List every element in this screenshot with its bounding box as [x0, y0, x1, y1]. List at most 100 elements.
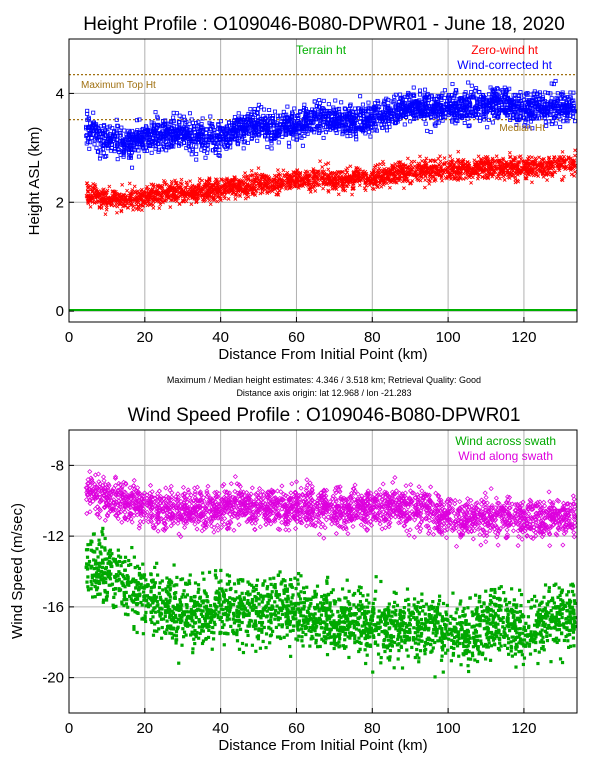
wind-corrected-point — [287, 144, 292, 149]
zero-wind-point — [362, 186, 367, 191]
zero-wind-point — [127, 181, 132, 186]
zero-wind-point — [132, 184, 137, 189]
wind-corrected-point — [171, 110, 176, 115]
zero-wind-point — [222, 196, 227, 201]
zero-wind-point — [379, 184, 384, 189]
wind-corrected-point — [366, 130, 371, 135]
wind-corrected-point — [187, 111, 192, 116]
wind-corrected-point — [442, 88, 447, 93]
zero-wind-point — [241, 174, 246, 179]
wind-corrected-point — [423, 87, 428, 92]
zero-wind-point — [527, 154, 531, 159]
wind-corrected-point — [417, 88, 422, 93]
zero-wind-point — [131, 204, 136, 209]
zero-wind-point — [197, 177, 202, 181]
wind-corrected-point — [490, 120, 495, 125]
zero-wind-point — [107, 184, 112, 189]
zero-wind-point — [350, 192, 355, 197]
zero-wind-point — [249, 168, 254, 173]
wind-corrected-point — [469, 83, 474, 88]
height-profile-chart: Height Profile : O109046-B080-DPWR01 - J… — [26, 14, 578, 363]
wind-corrected-point — [273, 109, 278, 114]
zero-wind-point — [215, 199, 220, 204]
zero-wind-point — [149, 182, 154, 187]
wind-corrected-point — [130, 165, 135, 170]
wind-corrected-point — [300, 143, 305, 148]
zero-wind-point — [326, 167, 331, 172]
wind-corrected-point — [194, 157, 199, 162]
zero-wind-point — [179, 177, 184, 182]
zero-wind-point — [560, 149, 565, 154]
zero-wind-point — [448, 154, 453, 159]
zero-wind-point — [112, 203, 117, 208]
wind-corrected-point — [302, 102, 307, 107]
zero-wind-point — [494, 154, 499, 159]
zero-wind-point — [151, 206, 156, 210]
zero-wind-point — [348, 164, 353, 169]
zero-wind-point — [423, 178, 428, 182]
wind-corrected-point — [368, 134, 373, 139]
zero-wind-point — [427, 181, 432, 186]
wind-corrected-point — [265, 145, 270, 150]
zero-wind-point — [255, 186, 260, 191]
wind-corrected-point — [285, 104, 290, 109]
zero-wind-point — [371, 168, 376, 173]
zero-wind-point — [243, 171, 248, 176]
zero-wind-point — [330, 186, 335, 191]
wind-corrected-point — [333, 98, 338, 103]
zero-wind-point — [375, 162, 380, 167]
zero-wind-point — [320, 165, 325, 169]
height-markers — [69, 78, 578, 312]
wind-corrected-point — [466, 80, 471, 85]
wind-corrected-point — [549, 96, 554, 101]
zero-wind-point — [418, 154, 422, 159]
wind-corrected-point — [115, 157, 120, 162]
wind-corrected-point — [241, 140, 246, 145]
zero-wind-point — [318, 159, 323, 164]
zero-wind-point — [308, 189, 313, 194]
zero-wind-point — [418, 178, 423, 183]
wind-corrected-point — [136, 154, 141, 159]
zero-wind-point — [442, 156, 447, 161]
wind-corrected-point — [248, 107, 253, 112]
wind-corrected-point — [171, 115, 176, 120]
zero-wind-point — [321, 186, 325, 191]
wind-corrected-point — [292, 106, 297, 111]
zero-wind-point — [86, 189, 91, 193]
wind-corrected-point — [291, 136, 296, 141]
wind-corrected-point — [339, 100, 344, 105]
zero-wind-point — [226, 196, 231, 201]
wind-corrected-point — [203, 155, 208, 160]
wind-corrected-point — [136, 148, 141, 153]
zero-wind-point — [405, 156, 410, 161]
zero-wind-point — [158, 202, 163, 207]
zero-wind-point — [168, 205, 173, 210]
wind-corrected-point — [425, 128, 430, 133]
zero-wind-point — [562, 174, 566, 179]
zero-wind-point — [469, 180, 473, 185]
zero-wind-point — [219, 177, 224, 182]
wind-corrected-point — [363, 131, 368, 136]
zero-wind-point — [169, 179, 174, 184]
zero-wind-point — [380, 159, 385, 164]
zero-wind-point — [357, 183, 362, 188]
wind-corrected-point — [208, 114, 213, 119]
zero-wind-point — [530, 180, 534, 185]
zero-wind-point — [541, 174, 546, 179]
zero-wind-point — [535, 168, 540, 172]
zero-wind-point — [572, 173, 577, 178]
zero-wind-point — [537, 155, 541, 160]
zero-wind-point — [422, 185, 427, 190]
wind-corrected-point — [558, 124, 563, 129]
zero-wind-point — [157, 206, 162, 210]
wind-corrected-point — [236, 111, 241, 116]
zero-wind-point — [243, 196, 248, 201]
wind-corrected-point — [411, 85, 416, 90]
zero-wind-point — [120, 182, 125, 187]
zero-wind-point — [188, 179, 193, 184]
zero-wind-point — [412, 159, 417, 164]
zero-wind-point — [281, 168, 286, 173]
zero-wind-point — [573, 153, 577, 158]
wind-corrected-point — [366, 100, 371, 105]
wind-corrected-point — [87, 146, 92, 151]
